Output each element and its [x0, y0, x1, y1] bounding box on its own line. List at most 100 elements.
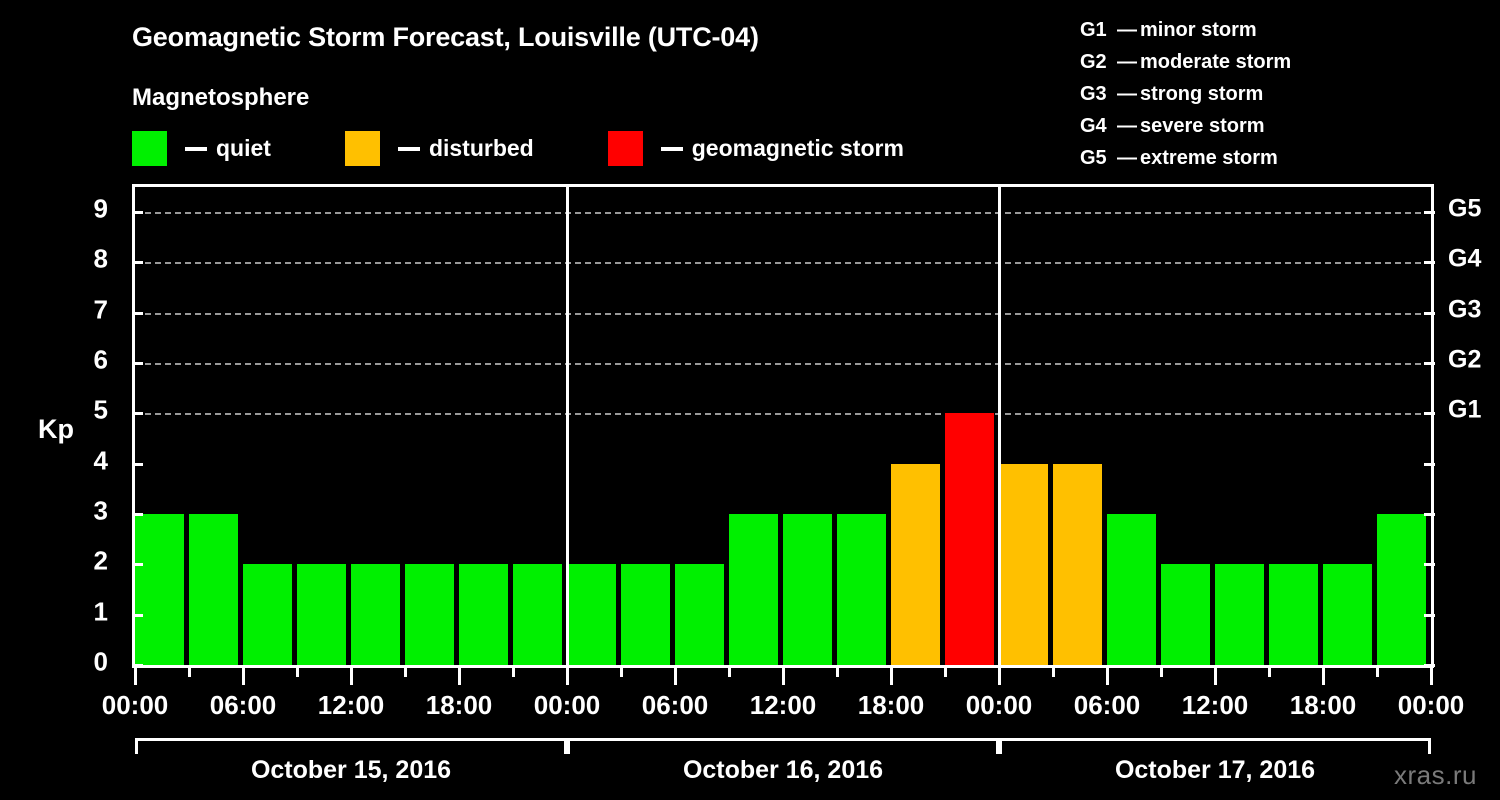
- bar: [999, 463, 1048, 665]
- x-tick-major: [889, 668, 893, 685]
- x-tick-major: [1213, 668, 1217, 685]
- day-label: October 17, 2016: [1114, 756, 1316, 784]
- x-tick-major: [349, 668, 353, 685]
- bar: [1053, 463, 1102, 665]
- legend-dash-icon: [397, 146, 420, 151]
- bar: [1377, 514, 1426, 665]
- g-scale-description: strong storm: [1140, 83, 1264, 105]
- g-scale-separator: —: [1117, 51, 1137, 73]
- y-tick-label-0: 0: [93, 646, 108, 677]
- day-bracket: [135, 738, 567, 754]
- x-tick-major: [1321, 668, 1325, 685]
- g-scale-row-g5: G5 — extreme storm: [1080, 142, 1291, 174]
- bar: [1215, 564, 1264, 665]
- gridline-kp-6: [135, 363, 1431, 366]
- x-tick-minor: [727, 668, 731, 677]
- bar: [837, 514, 886, 665]
- bar: [135, 514, 184, 665]
- x-tick-minor: [511, 668, 515, 677]
- g-scale-code: G1: [1080, 19, 1107, 41]
- day-bracket: [567, 738, 999, 754]
- bar: [189, 514, 238, 665]
- x-tick-minor: [1375, 668, 1379, 677]
- y-tick-mark: [132, 462, 143, 466]
- page-title: Geomagnetic Storm Forecast, Louisville (…: [132, 22, 759, 52]
- g-scale-code: G2: [1080, 51, 1107, 73]
- y-tick-label-5: 5: [93, 394, 108, 425]
- x-tick-minor: [1051, 668, 1055, 677]
- bar: [621, 564, 670, 665]
- x-tick-minor: [835, 668, 839, 677]
- legend-swatch-quiet: [132, 131, 167, 166]
- y-tick-label-4: 4: [93, 445, 108, 476]
- watermark: xras.ru: [1394, 760, 1477, 790]
- legend-entry-quiet: quiet: [132, 131, 271, 166]
- legend-entry-disturbed: disturbed: [344, 131, 534, 166]
- right-axis-tick-mark: [1424, 311, 1435, 315]
- x-tick-minor: [403, 668, 407, 677]
- x-tick-major: [1429, 668, 1433, 685]
- legend-label: geomagnetic storm: [691, 135, 904, 161]
- legend-swatch-geomagnetic-storm: [607, 131, 643, 166]
- y-tick-mark: [132, 664, 143, 667]
- right-axis-tick-mark: [1424, 211, 1435, 215]
- legend-dash-icon: [660, 146, 683, 151]
- g-axis-label-g5: G5: [1448, 194, 1482, 223]
- color-legend: quiet disturbed geomagnetic storm: [132, 131, 904, 166]
- legend-label: disturbed: [428, 135, 534, 161]
- g-scale-row-g4: G4 — severe storm: [1080, 110, 1291, 142]
- y-tick-mark: [132, 211, 143, 215]
- y-tick-mark: [132, 362, 143, 366]
- bar: [513, 564, 562, 665]
- x-tick-major: [673, 668, 677, 685]
- g-scale-code: G3: [1080, 83, 1107, 105]
- bar: [459, 564, 508, 665]
- x-tick-minor: [1159, 668, 1163, 677]
- plot-inner: [135, 187, 1431, 665]
- plot-area: [132, 184, 1434, 668]
- x-tick-major: [241, 668, 245, 685]
- bar: [1161, 564, 1210, 665]
- y-tick-mark: [132, 513, 143, 517]
- right-axis-tick-mark: [1424, 664, 1435, 667]
- x-tick-major: [997, 668, 1001, 685]
- right-axis-tick-mark: [1424, 362, 1435, 366]
- y-tick-label-9: 9: [93, 193, 108, 224]
- x-tick-label: 18:00: [425, 690, 493, 720]
- y-tick-label-8: 8: [93, 243, 108, 274]
- x-tick-label: 12:00: [749, 690, 817, 720]
- gridline-kp-9: [135, 212, 1431, 215]
- g-axis-label-g2: G2: [1448, 345, 1482, 374]
- x-tick-minor: [1267, 668, 1271, 677]
- legend-entry-geomagnetic-storm: geomagnetic storm: [607, 131, 904, 166]
- x-tick-label: 18:00: [857, 690, 925, 720]
- bar: [243, 564, 292, 665]
- x-tick-minor: [619, 668, 623, 677]
- x-tick-label: 00:00: [533, 690, 601, 720]
- bar: [1107, 514, 1156, 665]
- x-tick-label: 12:00: [1181, 690, 1249, 720]
- bar: [351, 564, 400, 665]
- y-tick-label-1: 1: [93, 596, 108, 627]
- gridline-kp-5: [135, 413, 1431, 416]
- bar: [783, 514, 832, 665]
- right-axis-tick-mark: [1424, 261, 1435, 265]
- legend-swatch-disturbed: [344, 131, 380, 166]
- g-scale-description: minor storm: [1140, 19, 1257, 41]
- bar: [297, 564, 346, 665]
- y-tick-mark: [132, 613, 143, 617]
- x-tick-label: 06:00: [1073, 690, 1141, 720]
- g-axis-label-g3: G3: [1448, 295, 1482, 324]
- day-bracket: [999, 738, 1431, 754]
- bar: [1269, 564, 1318, 665]
- y-tick-mark: [132, 412, 143, 416]
- g-scale-separator: —: [1117, 83, 1137, 105]
- right-axis-labels: G1 G2 G3 G4 G5: [1448, 184, 1500, 665]
- legend-label: quiet: [216, 135, 271, 161]
- right-axis-tick-mark: [1424, 613, 1435, 617]
- x-tick-label: 12:00: [317, 690, 385, 720]
- x-tick-major: [133, 668, 137, 685]
- g-scale-code: G5: [1080, 147, 1107, 169]
- x-tick-major: [565, 668, 569, 685]
- g-scale-description: moderate storm: [1140, 51, 1292, 73]
